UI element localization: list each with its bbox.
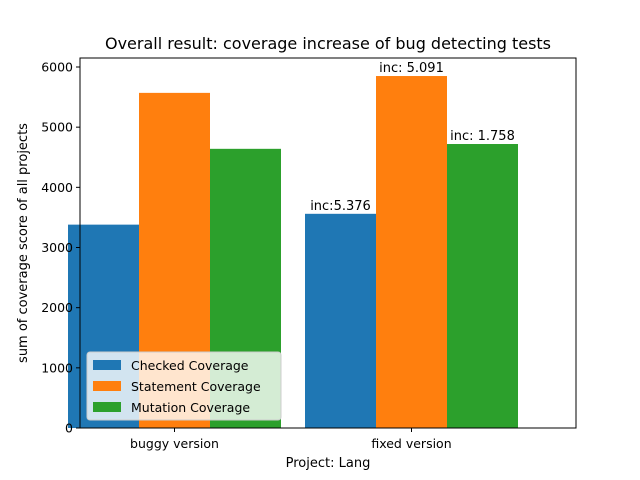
y-tick-label: 2000 bbox=[41, 300, 73, 315]
y-axis: 0 1000 2000 3000 4000 5000 6000 bbox=[41, 60, 80, 436]
legend-swatch bbox=[93, 402, 121, 412]
bar-data-label: inc: 5.091 bbox=[379, 61, 444, 76]
bar-statement-coverage-1 bbox=[376, 76, 447, 429]
x-tick-label: fixed version bbox=[371, 436, 451, 451]
plot-frame bbox=[79, 57, 577, 429]
bar-mutation-coverage-1 bbox=[447, 144, 518, 428]
chart-title: Overall result: coverage increase of bug… bbox=[105, 34, 551, 53]
y-tick-label: 1000 bbox=[41, 360, 73, 375]
y-tick-label: 3000 bbox=[41, 240, 73, 255]
y-tick-label: 0 bbox=[65, 421, 73, 436]
legend-swatch bbox=[93, 360, 121, 370]
y-tick-label: 5000 bbox=[41, 120, 73, 135]
x-tick-label: buggy version bbox=[130, 436, 219, 451]
legend-swatch bbox=[93, 381, 121, 391]
legend-label: Mutation Coverage bbox=[131, 400, 250, 415]
legend-label: Checked Coverage bbox=[131, 358, 249, 373]
y-tick-label: 6000 bbox=[41, 60, 73, 75]
x-axis: buggy version fixed version bbox=[130, 428, 452, 451]
bar-labels-layer: inc:5.376 inc: 5.091 inc: 1.758 bbox=[310, 61, 515, 214]
bar-data-label: inc: 1.758 bbox=[450, 129, 515, 144]
legend-label: Statement Coverage bbox=[131, 379, 261, 394]
y-axis-label: sum of coverage score of all projects bbox=[16, 123, 31, 363]
bar-data-label: inc:5.376 bbox=[310, 199, 371, 214]
bar-checked-coverage-1 bbox=[305, 213, 376, 428]
x-axis-label: Project: Lang bbox=[286, 456, 371, 471]
legend-box bbox=[86, 351, 282, 421]
y-tick-label: 4000 bbox=[41, 180, 73, 195]
legend: Checked Coverage Statement Coverage Mutati… bbox=[86, 351, 282, 421]
